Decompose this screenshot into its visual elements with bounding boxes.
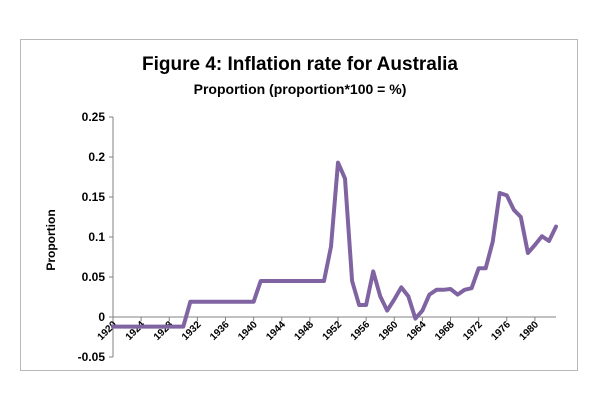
chart-title: Figure 4: Inflation rate for Australia xyxy=(142,54,458,75)
data-point xyxy=(132,325,136,329)
inflation-series-line xyxy=(111,160,558,329)
y-axis-label: Proportion xyxy=(44,209,58,270)
data-point xyxy=(420,309,424,313)
data-point xyxy=(364,303,368,307)
x-tick-label: 1968 xyxy=(433,319,457,343)
y-tick-label: 0.2 xyxy=(88,150,105,164)
y-tick-label: 0.25 xyxy=(82,110,106,124)
data-point xyxy=(301,279,305,283)
x-tick-label: 1928 xyxy=(152,319,176,343)
y-tick-label: 0.1 xyxy=(88,230,105,244)
data-point xyxy=(491,240,495,244)
x-tick-label: 1960 xyxy=(377,319,401,343)
data-point xyxy=(392,297,396,301)
data-point xyxy=(463,288,467,292)
data-point xyxy=(273,279,277,283)
data-point xyxy=(230,300,235,304)
y-tick-label: 0 xyxy=(98,310,105,324)
data-point xyxy=(322,279,326,283)
data-point xyxy=(477,266,481,270)
data-point xyxy=(329,245,333,249)
data-point xyxy=(385,309,389,313)
data-point xyxy=(209,300,213,304)
data-point xyxy=(146,325,150,329)
data-point xyxy=(280,279,284,283)
data-point xyxy=(174,325,178,329)
chart-subtitle: Proportion (proportion*100 = %) xyxy=(194,81,407,97)
data-point xyxy=(153,325,157,329)
x-tick-label: 1948 xyxy=(292,319,316,343)
x-tick-label: 1964 xyxy=(405,319,429,343)
x-tick-label: 1980 xyxy=(518,319,542,343)
data-point xyxy=(427,293,431,297)
data-point xyxy=(259,279,263,283)
x-tick-label: 1936 xyxy=(208,319,232,343)
data-point xyxy=(111,325,115,329)
data-point xyxy=(118,325,122,329)
x-tick-label: 1952 xyxy=(321,319,345,343)
data-point xyxy=(406,294,410,298)
data-point xyxy=(512,208,516,212)
data-point xyxy=(533,243,537,247)
data-point xyxy=(202,300,206,304)
x-tick-label: 1924 xyxy=(124,319,148,343)
data-point xyxy=(266,279,270,283)
data-point xyxy=(448,287,453,291)
data-point xyxy=(350,279,354,283)
data-point xyxy=(540,234,544,238)
data-point xyxy=(252,300,256,304)
data-point xyxy=(315,279,319,283)
data-point xyxy=(547,239,551,243)
x-tick-label: 1956 xyxy=(349,319,373,343)
data-point xyxy=(139,325,143,329)
y-tick-label: 0.05 xyxy=(82,270,106,284)
data-point xyxy=(484,266,488,270)
data-point xyxy=(456,293,460,297)
data-point xyxy=(526,251,530,255)
y-tick-label: -0.05 xyxy=(78,350,106,364)
series-layer xyxy=(111,160,558,329)
data-point xyxy=(287,279,291,283)
data-point xyxy=(441,288,446,292)
data-point xyxy=(195,300,199,304)
data-point xyxy=(470,286,474,290)
data-point xyxy=(216,300,221,304)
data-point xyxy=(399,285,403,289)
data-point xyxy=(519,215,523,219)
y-tick-label: 0.15 xyxy=(82,190,106,204)
data-point xyxy=(308,279,312,283)
data-point xyxy=(505,193,509,197)
data-point xyxy=(378,294,382,298)
data-point xyxy=(336,161,340,165)
data-point xyxy=(371,269,375,273)
data-point xyxy=(294,279,298,283)
data-point xyxy=(245,300,249,304)
data-point xyxy=(167,325,171,329)
data-point xyxy=(498,191,502,195)
data-point xyxy=(223,300,228,304)
x-tick-label: 1944 xyxy=(264,319,288,343)
data-point xyxy=(188,300,192,304)
data-point xyxy=(434,288,439,292)
data-point xyxy=(181,325,185,329)
data-point xyxy=(160,325,164,329)
x-tick-label: 1972 xyxy=(461,319,485,343)
data-point xyxy=(125,325,129,329)
data-point xyxy=(413,317,417,321)
x-tick-label: 1940 xyxy=(236,319,260,343)
data-point xyxy=(343,177,347,181)
data-point xyxy=(554,225,558,229)
data-point xyxy=(238,300,242,304)
x-tick-label: 1976 xyxy=(489,319,513,343)
data-point xyxy=(357,303,361,307)
